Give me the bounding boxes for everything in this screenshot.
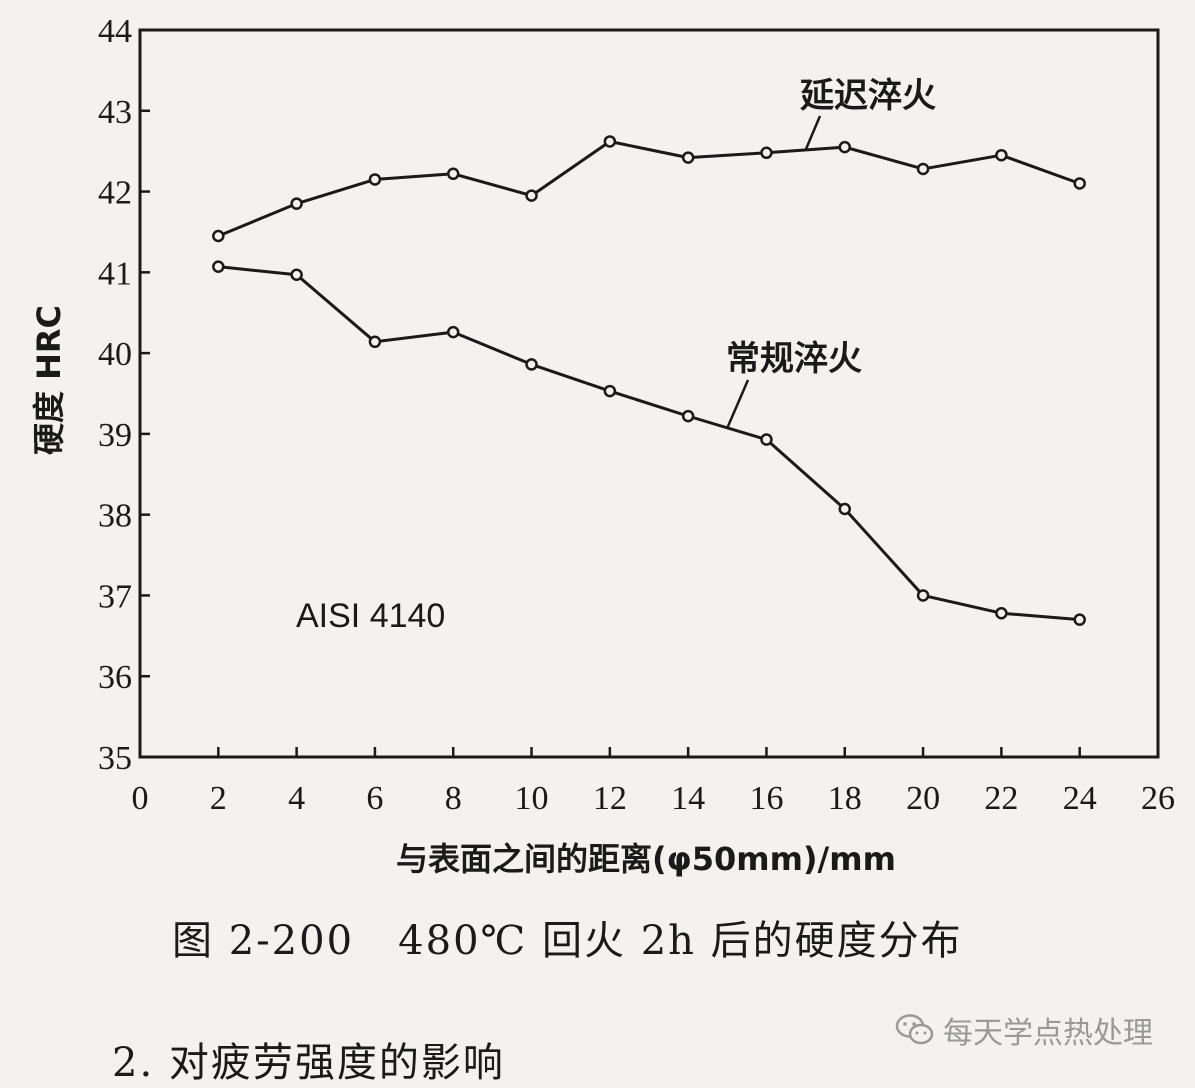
data-point <box>446 325 460 339</box>
data-point <box>446 167 460 181</box>
y-tick-label: 44 <box>98 13 132 50</box>
x-axis-title: 与表面之间的距离(φ50mm)/mm <box>396 840 896 878</box>
data-point <box>916 589 930 602</box>
x-axis: 0 2 4 6 8 10 12 14 16 18 20 22 24 26 <box>132 747 1175 817</box>
series-line-0 <box>217 139 1081 238</box>
x-tick-label: 6 <box>366 780 383 817</box>
data-point <box>760 146 773 160</box>
x-tick-label: 16 <box>749 780 783 817</box>
x-tick-label: 22 <box>984 780 1018 817</box>
data-point <box>681 409 695 423</box>
material-annotation: AISI 4140 <box>296 597 445 635</box>
data-point <box>760 433 773 446</box>
x-tick-label: 14 <box>671 780 705 817</box>
data-point <box>916 162 930 176</box>
x-tick-label: 18 <box>828 780 862 817</box>
data-point <box>368 173 382 186</box>
leader-conventional <box>726 379 750 429</box>
figure-caption: 图 2-200 480℃ 回火 2h 后的硬度分布 <box>172 918 963 964</box>
data-point <box>603 384 617 398</box>
y-tick-label: 37 <box>98 578 132 615</box>
data-point <box>368 335 382 349</box>
x-tick-label: 12 <box>593 780 627 817</box>
y-tick-label: 35 <box>98 740 132 777</box>
plot-frame <box>138 28 1160 759</box>
y-tick-label: 36 <box>98 659 132 696</box>
x-tick-label: 8 <box>445 780 462 817</box>
y-tick-label: 41 <box>98 255 132 292</box>
x-tick-label: 4 <box>288 780 305 817</box>
x-tick-label: 20 <box>906 780 940 817</box>
label-leaders <box>726 115 822 429</box>
data-point <box>525 358 538 371</box>
y-tick-label: 42 <box>98 175 132 212</box>
section-heading: 2. 对疲劳强度的影响 <box>112 1040 505 1086</box>
data-point <box>290 268 303 282</box>
x-tick-label: 0 <box>132 780 149 817</box>
watermark-text: 每天学点热处理 <box>943 1016 1153 1051</box>
x-tick-label: 10 <box>515 780 549 817</box>
series-label-conventional-quench: 常规淬火 <box>726 339 862 379</box>
y-axis-title: 硬度 HRC <box>30 305 68 455</box>
wechat-icon <box>895 1014 934 1045</box>
x-tick-label: 2 <box>210 780 227 817</box>
data-point <box>681 151 695 164</box>
x-tick-label: 24 <box>1063 780 1097 817</box>
data-point <box>603 135 617 148</box>
data-point <box>212 260 225 273</box>
y-tick-label: 38 <box>98 498 132 535</box>
data-point <box>1073 613 1086 626</box>
series-line-1 <box>218 265 1080 622</box>
data-point <box>838 140 852 154</box>
y-tick-label: 43 <box>98 94 132 131</box>
y-tick-label: 40 <box>98 336 132 373</box>
series-layer <box>212 135 1086 626</box>
leader-delayed <box>804 115 822 151</box>
series-label-delayed-quench: 延迟淬火 <box>800 76 936 116</box>
y-tick-label: 39 <box>98 417 132 454</box>
data-point <box>838 502 852 516</box>
data-point <box>1073 177 1086 190</box>
watermark: 每天学点热处理 <box>895 1008 1153 1052</box>
x-tick-label: 26 <box>1141 780 1175 817</box>
data-point <box>290 197 303 210</box>
data-point <box>212 229 225 243</box>
data-point <box>995 606 1008 620</box>
y-axis: 35 36 37 38 39 40 41 42 43 44 <box>98 13 150 777</box>
data-point <box>995 148 1008 162</box>
data-point <box>525 189 538 202</box>
